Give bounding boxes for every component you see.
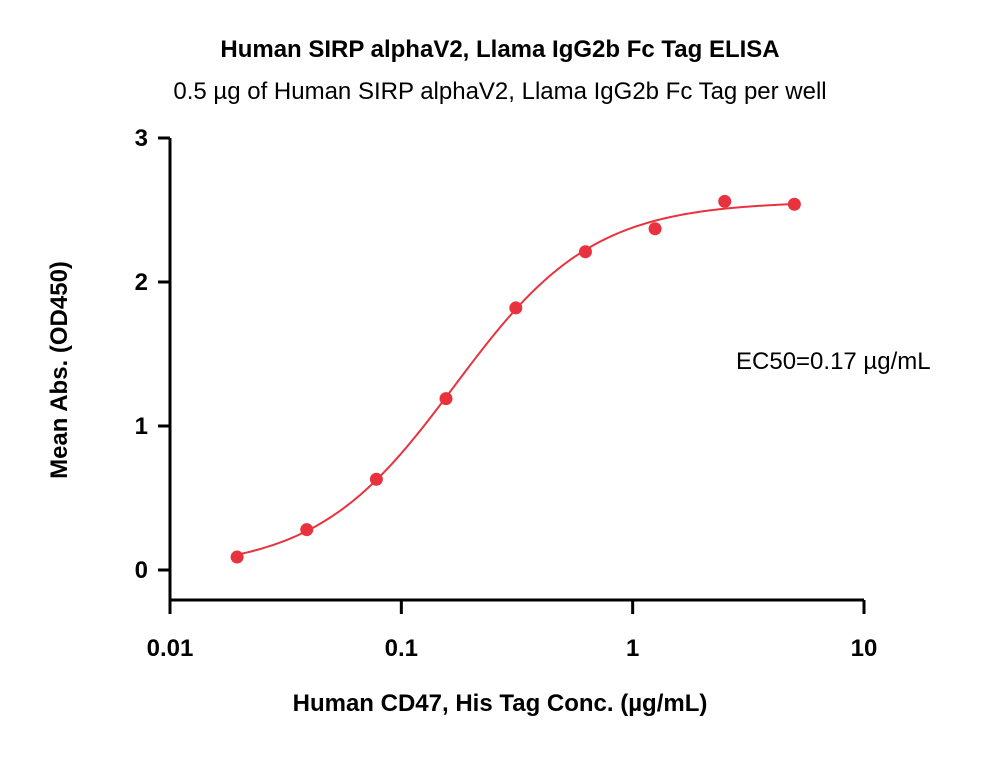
- chart-title: Human SIRP alphaV2, Llama IgG2b Fc Tag E…: [220, 36, 780, 63]
- x-axis-label: Human CD47, His Tag Conc. (µg/mL): [292, 690, 708, 717]
- data-point: [648, 222, 662, 236]
- data-point: [300, 523, 314, 537]
- y-tick-label: 0: [135, 557, 148, 584]
- ec50-annotation: EC50=0.17 µg/mL: [736, 348, 931, 375]
- data-point: [578, 245, 592, 259]
- data-point: [369, 472, 383, 486]
- data-point: [230, 550, 244, 564]
- data-point: [439, 392, 453, 406]
- y-tick-label: 2: [135, 269, 148, 296]
- y-tick-label: 3: [135, 125, 148, 152]
- data-point: [787, 197, 801, 211]
- fit-curve: [236, 203, 795, 556]
- data-point: [509, 301, 523, 315]
- chart-subtitle: 0.5 µg of Human SIRP alphaV2, Llama IgG2…: [173, 78, 827, 105]
- x-tick-label: 0.01: [147, 635, 194, 662]
- y-tick-label: 1: [135, 413, 148, 440]
- data-point: [718, 194, 732, 208]
- x-tick-label: 10: [851, 635, 878, 662]
- x-tick-label: 0.1: [385, 635, 418, 662]
- x-tick-label: 1: [626, 635, 639, 662]
